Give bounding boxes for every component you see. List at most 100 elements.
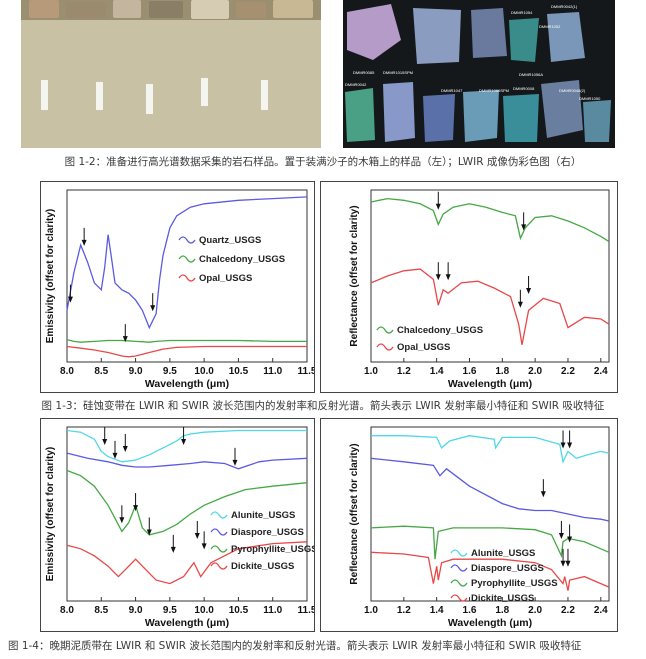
fig13-swir-panel: 1.0 1.2 1.4 1.6 1.8 2.0 2.2 2.4 Wavelength (μm) R… (320, 181, 618, 393)
fig13-lwir-panel: 8.0 8.5 9.0 9.5 10.0 10.5 11.0 11.5 Wavelength (… (40, 181, 315, 393)
x-tick-label: 1.6 (463, 605, 477, 616)
y-axis-label: Emissivity (offset for clarity) (45, 209, 56, 343)
legend-entry: Opal_USGS (397, 342, 450, 353)
series-line-Dickite_USGS (66, 541, 308, 585)
x-tick-label: 2.0 (528, 366, 542, 377)
feature-arrowhead (194, 532, 200, 539)
legend-entry: Diaspore_USGS (231, 527, 304, 538)
fig13-swir-chart: 1.0 1.2 1.4 1.6 1.8 2.0 2.2 2.4 Wavelength (μm) R… (349, 189, 610, 390)
feature-arrowhead (445, 274, 451, 281)
x-tick-label: 2.0 (528, 605, 542, 616)
x-tick-label: 10.5 (229, 366, 249, 377)
legend-entry: Chalcedony_USGS (199, 254, 285, 265)
x-tick-label: 10.5 (229, 605, 249, 616)
y-axis-label: Emissivity (offset for clarity) (45, 447, 56, 581)
legend-swatch (210, 528, 228, 536)
legend-swatch (210, 545, 228, 553)
x-tick-label: 8.5 (94, 366, 108, 377)
x-tick-label: 10.0 (194, 605, 214, 616)
legend-swatch (178, 274, 196, 282)
feature-arrowhead (567, 442, 573, 449)
feature-arrowhead (112, 452, 118, 459)
sample-label-4: DMMR1015SPM (383, 70, 413, 75)
feature-arrowhead (435, 274, 441, 281)
legend-swatch (376, 343, 394, 351)
x-tick-label: 1.0 (364, 605, 378, 616)
x-tick-label: 1.0 (364, 366, 378, 377)
legend-swatch (450, 549, 468, 557)
feature-arrowhead (170, 546, 176, 553)
fig14-swir-chart: 1.0 1.2 1.4 1.6 1.8 2.0 2.2 2.4 Wavelength (μm) R… (349, 426, 610, 629)
legend-swatch (210, 511, 228, 519)
figure-1-3-caption: 图 1-3：硅蚀变带在 LWIR 和 SWIR 波长范围内的发射率和反射光谱。箭… (41, 400, 605, 412)
rock-samples-photo (21, 0, 321, 148)
legend-swatch (178, 236, 196, 244)
series-line-Alunite_USGS (371, 435, 610, 464)
fig13-lwir-chart: 8.0 8.5 9.0 9.5 10.0 10.5 11.0 11.5 Wavelength (… (45, 189, 314, 390)
x-axis-label: Wavelength (μm) (448, 378, 532, 390)
series-line-Opal_USGS (370, 268, 610, 345)
sample-label-10: DMMR0048(2) (559, 88, 586, 93)
legend-entry: Diaspore_USGS (471, 563, 544, 574)
sample-label-6: DMMR0042 (345, 82, 367, 87)
feature-arrowhead (560, 560, 566, 567)
lwir-false-color-image: DMMR0042(1) DMMR1054 DMMR1052 DMMR0085 DMMR1… (343, 0, 615, 148)
series-line-Quartz_USGS (66, 196, 308, 330)
series-line-Diaspore_USGS (370, 457, 610, 522)
feature-arrowhead (521, 224, 527, 231)
x-tick-label: 11.5 (298, 605, 314, 616)
figure-1-4-caption: 图 1-4：晚期泥质带在 LWIR 和 SWIR 波长范围内的发射率和反射光谱。… (8, 640, 582, 652)
sample-label-11: DMMR1050 (579, 96, 601, 101)
feature-arrowhead (201, 543, 207, 550)
x-axis-label: Wavelength (μm) (448, 617, 532, 629)
y-axis-label: Reflectance (offset for clarity) (349, 443, 360, 584)
plot-frame (370, 189, 610, 363)
feature-arrowhead (232, 459, 238, 466)
legend-entry: Chalcedony_USGS (397, 325, 483, 336)
feature-arrowhead (122, 445, 128, 452)
x-tick-label: 1.4 (430, 366, 444, 377)
legend-entry: Alunite_USGS (231, 510, 295, 521)
feature-arrowhead (146, 529, 152, 536)
series-line-Chalcedony_USGS (66, 338, 307, 343)
series-line-Opal_USGS (66, 345, 307, 358)
sample-label-5: DMMR1056A (519, 72, 543, 77)
sample-label-9: DMMR0008 (513, 86, 535, 91)
x-tick-label: 8.0 (60, 366, 74, 377)
x-tick-label: 1.6 (463, 366, 477, 377)
legend-entry: Alunite_USGS (471, 548, 535, 559)
legend-swatch (178, 255, 196, 263)
sample-label-1: DMMR1054 (511, 10, 533, 15)
x-tick-label: 9.0 (129, 366, 143, 377)
series-line-Pyrophyllite_USGS (66, 469, 308, 536)
x-tick-label: 9.0 (129, 605, 143, 616)
feature-arrowhead (540, 491, 546, 498)
feature-arrowhead (560, 442, 566, 449)
series-line-Alunite_USGS (66, 429, 307, 463)
feature-arrowhead (150, 305, 156, 312)
series-line-Chalcedony_USGS (370, 197, 610, 243)
x-tick-label: 2.4 (594, 605, 608, 616)
plot-frame (66, 426, 308, 602)
x-tick-label: 9.5 (163, 605, 177, 616)
sample-label-3: DMMR0085 (353, 70, 375, 75)
feature-arrowhead (133, 505, 139, 512)
x-tick-label: 10.0 (194, 366, 214, 377)
series-line-Dickite_USGS (370, 551, 610, 591)
feature-arrowhead (558, 532, 564, 539)
fig14-lwir-chart: 8.0 8.5 9.0 9.5 10.0 10.5 11.0 11.5 Wavelength (… (45, 426, 314, 629)
plot-frame (370, 426, 610, 602)
sample-label-8: DMMR1066SPM (479, 88, 509, 93)
x-tick-label: 1.8 (495, 366, 509, 377)
x-tick-label: 1.2 (397, 605, 411, 616)
feature-arrowhead (435, 203, 441, 210)
x-tick-label: 8.0 (60, 605, 74, 616)
x-tick-label: 1.2 (397, 366, 411, 377)
feature-arrowhead (119, 517, 125, 524)
x-tick-label: 8.5 (94, 605, 108, 616)
legend-entry: Pyrophyllite_USGS (471, 578, 558, 589)
x-axis-label: Wavelength (μm) (145, 378, 229, 390)
legend-entry: Quartz_USGS (199, 235, 261, 246)
legend-swatch (450, 579, 468, 587)
feature-arrowhead (526, 288, 532, 294)
